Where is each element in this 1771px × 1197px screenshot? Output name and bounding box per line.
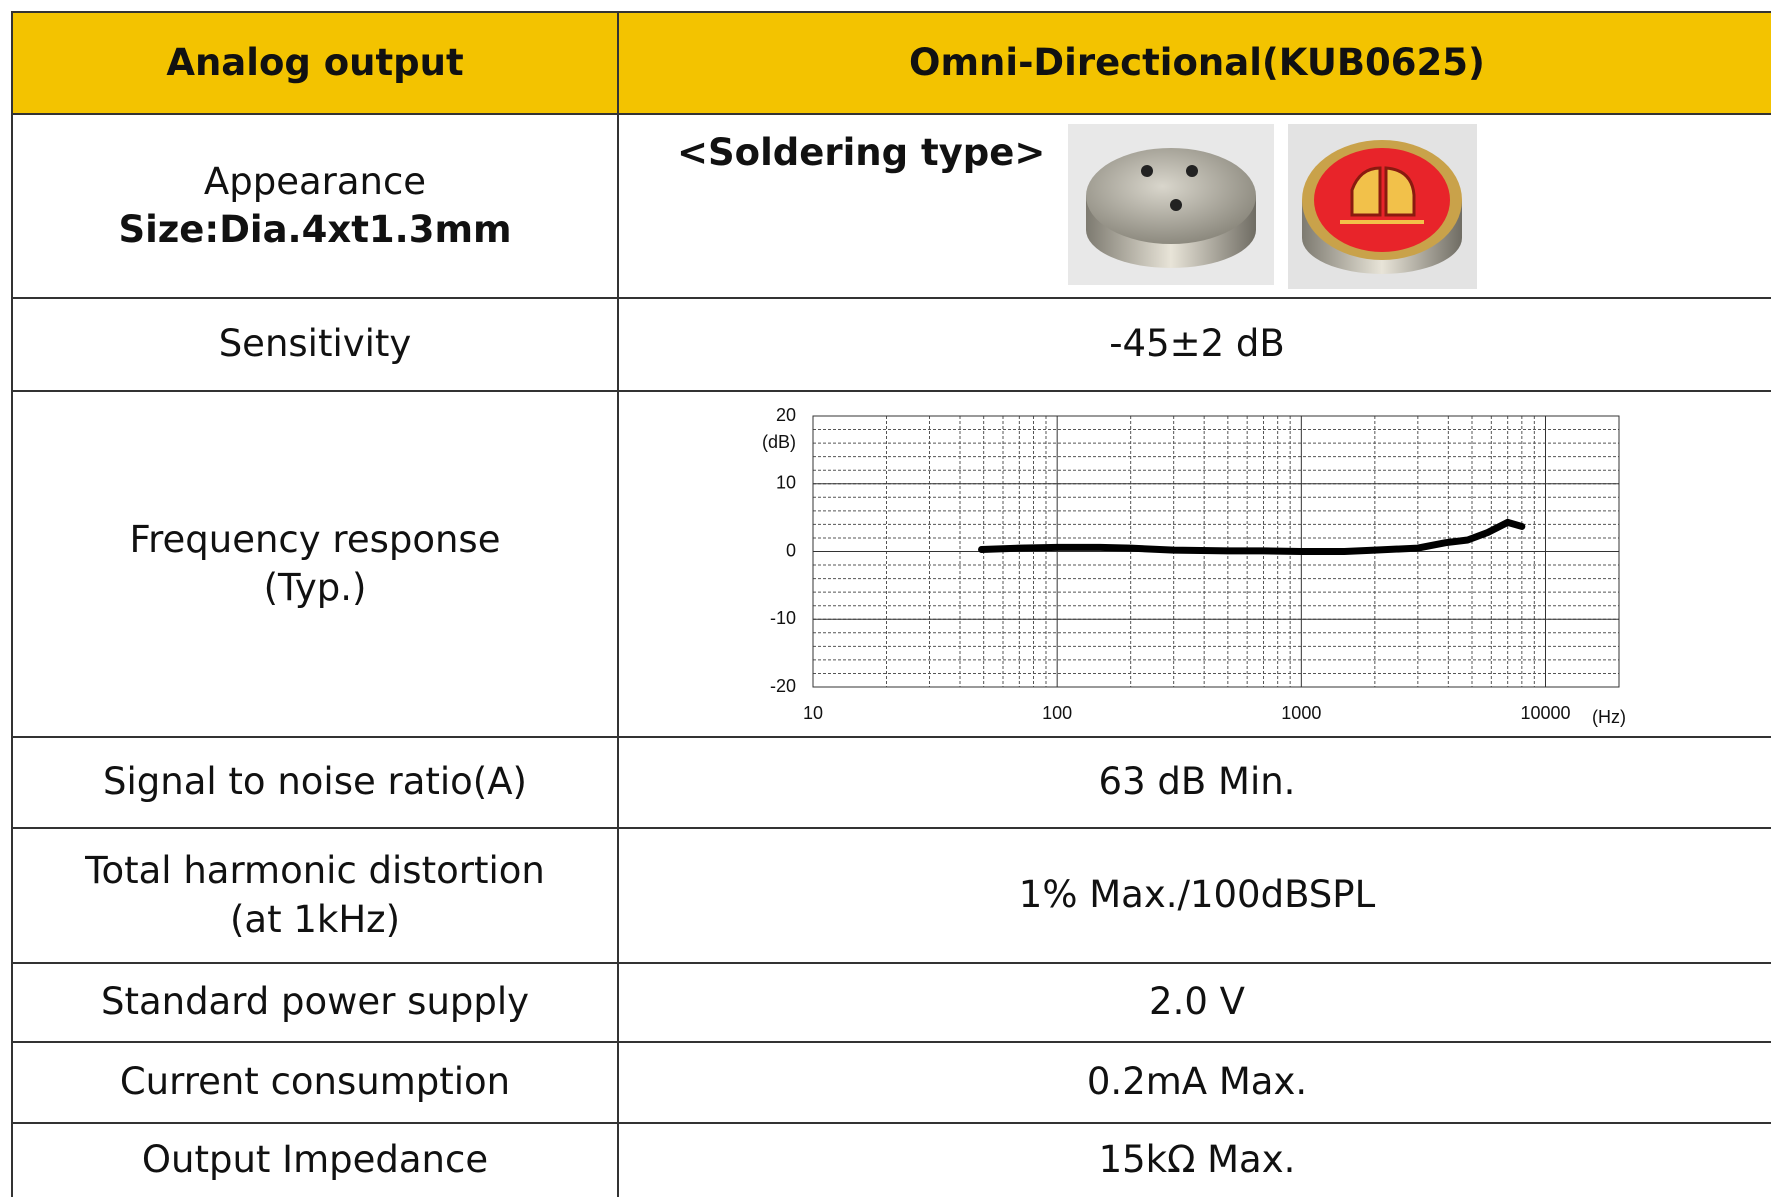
y-tick-label: 10 xyxy=(776,473,796,493)
y-tick-label: 20 xyxy=(776,405,796,425)
value-cell: 63 dB Min. xyxy=(617,736,1771,827)
label-text: Signal to noise ratio(A) xyxy=(103,758,527,806)
value-text: 15kΩ Max. xyxy=(1099,1136,1296,1184)
label-text: Appearance xyxy=(204,158,426,206)
value-cell: 15kΩ Max. xyxy=(617,1122,1771,1197)
y-tick-label: 0 xyxy=(786,540,796,560)
label-cell: Standard power supply xyxy=(11,962,617,1041)
label-text: (at 1kHz) xyxy=(230,896,400,944)
y-tick-label: -20 xyxy=(770,676,796,696)
label-text: Total harmonic distortion xyxy=(85,847,545,895)
value-cell: <Soldering type> xyxy=(617,113,1771,297)
value-text: -45±2 dB xyxy=(1109,320,1285,368)
label-text: Output Impedance xyxy=(142,1136,488,1184)
page: {"table": { "header": ["Analog output", … xyxy=(0,0,1771,1197)
label-text: Frequency response xyxy=(130,516,501,564)
x-tick-label: 10000 xyxy=(1520,703,1570,723)
label-cell: Frequency response(Typ.) xyxy=(11,390,617,736)
label-bold: Size:Dia.4xt1.3mm xyxy=(118,206,511,254)
label-text: Sensitivity xyxy=(219,320,412,368)
label-cell: Sensitivity xyxy=(11,297,617,390)
y-tick-label: -10 xyxy=(770,608,796,628)
y-unit: (dB) xyxy=(762,432,796,452)
header-cell: Analog output xyxy=(11,11,617,113)
value-cell: 0.2mA Max. xyxy=(617,1041,1771,1122)
label-text: Current consumption xyxy=(120,1058,510,1106)
frequency-chart: -20 -10 0 10 20 10 100 1000 10000 (dB) (Hz) xyxy=(617,390,1771,736)
header-cell: Omni-Directional(KUB0625) xyxy=(617,11,1771,113)
header-text: Analog output xyxy=(166,39,463,87)
label-cell: Total harmonic distortion(at 1kHz) xyxy=(11,827,617,962)
label-cell: Signal to noise ratio(A) xyxy=(11,736,617,827)
x-tick-label: 100 xyxy=(1042,703,1072,723)
label-cell: Output Impedance xyxy=(11,1122,617,1197)
caption-text: <Soldering type> xyxy=(677,129,1045,177)
value-text: 63 dB Min. xyxy=(1099,758,1296,806)
value-text: 0.2mA Max. xyxy=(1087,1058,1307,1106)
response-curve xyxy=(982,522,1522,551)
value-cell: -45±2 dB xyxy=(617,297,1771,390)
value-text: 1% Max./100dBSPL xyxy=(1019,871,1375,919)
label-cell: Current consumption xyxy=(11,1041,617,1122)
label-text: Standard power supply xyxy=(101,978,529,1026)
value-cell: 1% Max./100dBSPL xyxy=(617,827,1771,962)
x-tick-label: 1000 xyxy=(1281,703,1321,723)
x-unit: (Hz) xyxy=(1592,707,1626,727)
x-tick-label: 10 xyxy=(803,703,823,723)
value-cell: 2.0 V xyxy=(617,962,1771,1041)
header-text: Omni-Directional(KUB0625) xyxy=(909,39,1485,87)
label-text: (Typ.) xyxy=(264,564,367,612)
value-text: 2.0 V xyxy=(1149,978,1245,1026)
